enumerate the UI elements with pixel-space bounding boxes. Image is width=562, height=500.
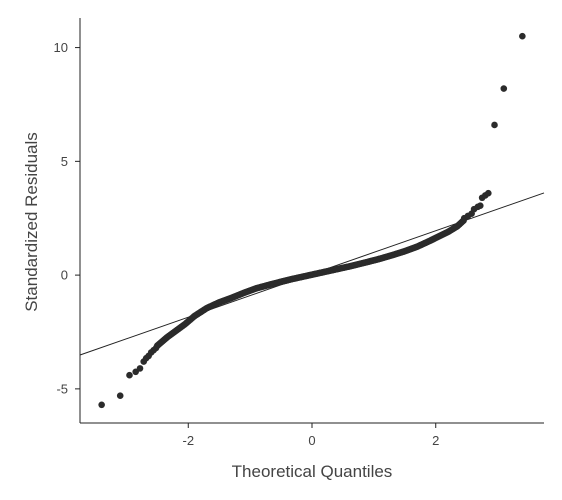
x-tick-label: -2 bbox=[182, 433, 194, 448]
y-tick-label: 10 bbox=[54, 40, 68, 55]
data-point bbox=[485, 189, 492, 197]
y-axis-ticks: -5 0 5 10 bbox=[54, 40, 80, 396]
data-points bbox=[98, 32, 526, 409]
y-tick-label: -5 bbox=[56, 381, 68, 396]
data-point bbox=[152, 344, 160, 352]
data-point bbox=[136, 365, 144, 372]
data-point bbox=[98, 401, 105, 409]
data-point bbox=[491, 121, 498, 129]
data-point bbox=[476, 202, 484, 210]
y-tick-label: 0 bbox=[61, 268, 68, 283]
data-point bbox=[519, 32, 526, 40]
y-axis-title: Standardized Residuals bbox=[22, 132, 41, 312]
x-tick-label: 0 bbox=[308, 433, 315, 448]
x-axis-ticks: -2 0 2 bbox=[182, 423, 439, 448]
x-tick-label: 2 bbox=[432, 433, 439, 448]
data-point bbox=[116, 392, 124, 400]
x-axis-title: Theoretical Quantiles bbox=[232, 462, 393, 481]
data-point bbox=[126, 371, 133, 379]
data-point bbox=[500, 85, 508, 92]
y-tick-label: 5 bbox=[61, 154, 68, 169]
